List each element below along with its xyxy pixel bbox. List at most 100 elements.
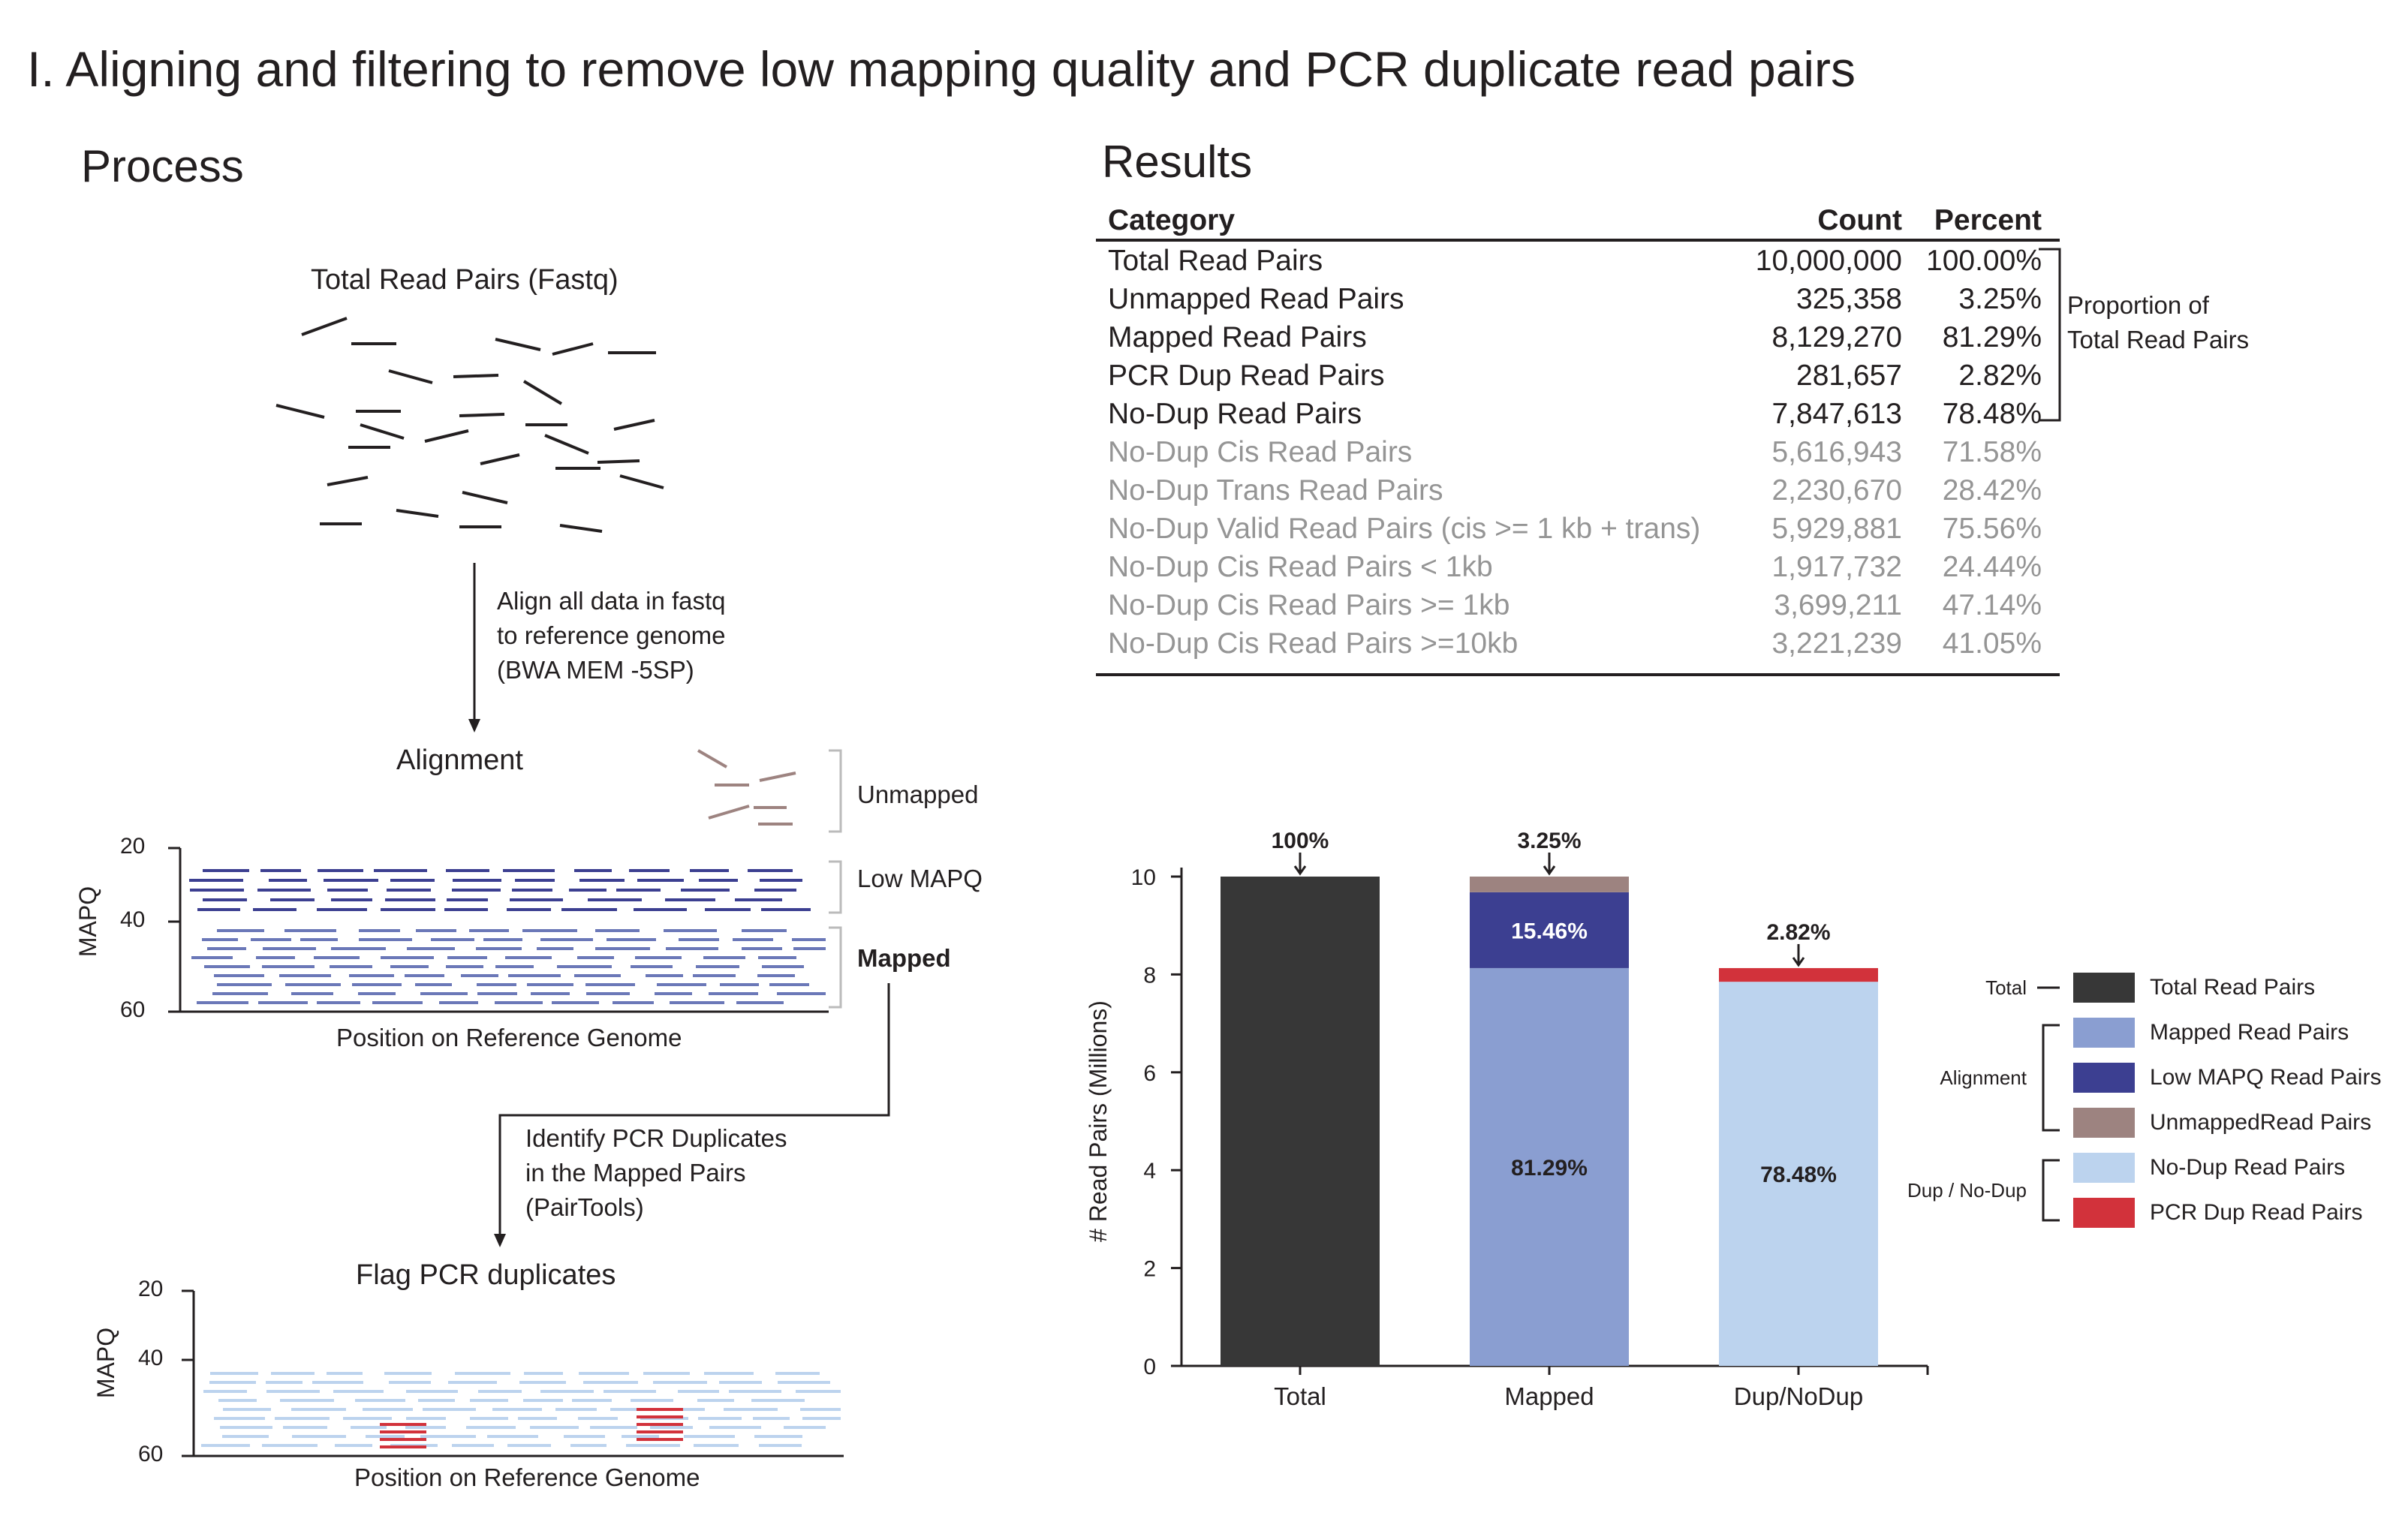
mapq-tick: 40 <box>138 1346 164 1370</box>
legend-swatch <box>2073 1198 2135 1228</box>
bar-segment <box>1719 967 1878 982</box>
y-tick-label: 0 <box>1143 1355 1156 1379</box>
legend-label: UnmappedRead Pairs <box>2150 1110 2372 1135</box>
column-header-percent: Percent <box>1934 204 2042 236</box>
annotation-arrowhead <box>1293 865 1307 876</box>
x-tick-label: Dup/NoDup <box>1734 1382 1863 1410</box>
bar-segment-label: 81.29% <box>1511 1156 1588 1181</box>
mapq-tick: 60 <box>120 997 146 1022</box>
table-row: No-Dup Read Pairs 7,847,613 78.48% <box>1096 395 2060 433</box>
position-axis-label: Position on Reference Genome <box>336 1024 682 1051</box>
legend-swatch <box>2073 1108 2135 1138</box>
dup-step-line: Identify PCR Duplicates <box>525 1124 787 1152</box>
row-category: No-Dup Valid Read Pairs (cis >= 1 kb + t… <box>1108 513 1701 545</box>
row-category: PCR Dup Read Pairs <box>1108 359 1385 392</box>
legend-group-bracket <box>2042 1159 2060 1222</box>
y-tick-label: 8 <box>1143 963 1156 988</box>
table-body: Total Read Pairs 10,000,000 100.00% Unmappe… <box>1096 242 2060 663</box>
row-count: 2,230,670 <box>1771 474 1902 507</box>
y-tick-label: 4 <box>1143 1159 1156 1184</box>
top-annotation-label: 3.25% <box>1517 829 1581 853</box>
group-label-unmapped: Unmapped <box>857 781 979 808</box>
row-category: Unmapped Read Pairs <box>1108 283 1404 315</box>
legend-swatch <box>2073 1018 2135 1048</box>
row-category: No-Dup Trans Read Pairs <box>1108 474 1443 507</box>
table-bottom-rule <box>1096 673 2060 676</box>
alignment-label: Alignment <box>396 744 523 776</box>
row-category: No-Dup Cis Read Pairs >= 1kb <box>1108 589 1510 621</box>
legend-label: PCR Dup Read Pairs <box>2150 1200 2363 1225</box>
y-axis-title: # Read Pairs (Millions) <box>1085 1000 1112 1242</box>
proportion-note: Proportion of Total Read Pairs <box>2067 291 2250 353</box>
table-row: No-Dup Cis Read Pairs < 1kb 1,917,732 24.4… <box>1096 548 2060 586</box>
table-header: Category Count Percent <box>1096 203 2060 242</box>
table-row: Total Read Pairs 10,000,000 100.00% <box>1096 242 2060 280</box>
row-percent: 47.14% <box>1942 589 2042 621</box>
dup-step-note: Identify PCR Duplicates in the Mapped Pa… <box>525 1121 871 1225</box>
column-header-count: Count <box>1817 204 1902 236</box>
y-tick-label: 10 <box>1131 865 1156 890</box>
row-percent: 78.48% <box>1942 398 2042 430</box>
y-tick-label: 2 <box>1143 1257 1156 1282</box>
legend-swatch <box>2073 1063 2135 1093</box>
row-percent: 3.25% <box>1958 283 2042 315</box>
row-count: 1,917,732 <box>1771 551 1902 583</box>
legend-label: No-Dup Read Pairs <box>2150 1155 2346 1180</box>
row-category: No-Dup Cis Read Pairs >=10kb <box>1108 627 1519 660</box>
table-row: Mapped Read Pairs 8,129,270 81.29% <box>1096 318 2060 356</box>
mapq-tick: 60 <box>138 1442 164 1466</box>
mapped-reads <box>191 929 826 1004</box>
row-category: No-Dup Cis Read Pairs <box>1108 436 1413 468</box>
row-count: 3,699,211 <box>1774 589 1902 621</box>
flag-duplicates-label: Flag PCR duplicates <box>356 1259 616 1291</box>
position-axis-label: Position on Reference Genome <box>354 1463 700 1491</box>
legend-label: Low MAPQ Read Pairs <box>2150 1065 2382 1090</box>
row-count: 5,616,943 <box>1771 436 1902 468</box>
legend-swatch <box>2073 1153 2135 1183</box>
row-count: 10,000,000 <box>1755 245 1902 277</box>
bar-segment-label: 78.48% <box>1760 1163 1837 1187</box>
row-count: 5,929,881 <box>1771 513 1902 545</box>
row-percent: 2.82% <box>1958 359 2042 392</box>
bar-segment <box>1221 877 1380 1366</box>
table-row: No-Dup Cis Read Pairs 5,616,943 71.58% <box>1096 433 2060 471</box>
dup-step-line: in the Mapped Pairs <box>525 1159 746 1187</box>
row-count: 281,657 <box>1796 359 1902 392</box>
row-count: 7,847,613 <box>1771 398 1902 430</box>
legend-swatch <box>2073 973 2135 1003</box>
dup-step-line: (PairTools) <box>525 1193 644 1221</box>
x-tick-label: Total <box>1274 1382 1326 1410</box>
legend-group-label: Dup / No-Dup <box>1907 1179 2027 1202</box>
y-tick-label: 6 <box>1143 1061 1156 1086</box>
row-percent: 75.56% <box>1942 513 2042 545</box>
top-annotation-label: 100% <box>1272 829 1329 853</box>
bar-segment <box>1470 892 1629 968</box>
row-category: Mapped Read Pairs <box>1108 321 1367 353</box>
fastq-reads <box>275 317 664 533</box>
unmapped-reads <box>697 749 796 826</box>
total-read-pairs-label: Total Read Pairs (Fastq) <box>311 264 619 296</box>
mapq-axis-2 <box>182 1289 844 1457</box>
mapq-tick: 20 <box>120 834 146 859</box>
row-percent: 71.58% <box>1942 436 2042 468</box>
legend-group-label: Total <box>1985 976 2027 999</box>
row-count: 325,358 <box>1796 283 1902 315</box>
annotation-arrowhead <box>1543 865 1556 876</box>
table-row: PCR Dup Read Pairs 281,657 2.82% <box>1096 356 2060 395</box>
mapq-axis-1 <box>168 847 829 1013</box>
legend-group-bracket <box>2042 1024 2060 1132</box>
row-percent: 41.05% <box>1942 627 2042 660</box>
legend-label: Mapped Read Pairs <box>2150 1020 2349 1045</box>
mapq-tick: 40 <box>120 907 146 932</box>
row-count: 8,129,270 <box>1771 321 1902 353</box>
bar-segment-label: 15.46% <box>1511 919 1588 943</box>
process-heading: Process <box>81 141 244 191</box>
row-percent: 24.44% <box>1942 551 2042 583</box>
bar-segment <box>1470 967 1629 1366</box>
table-row: No-Dup Cis Read Pairs >= 1kb 3,699,211 47.… <box>1096 586 2060 624</box>
row-category: Total Read Pairs <box>1108 245 1323 277</box>
row-percent: 28.42% <box>1942 474 2042 507</box>
group-label-mapped: Mapped <box>857 944 951 972</box>
